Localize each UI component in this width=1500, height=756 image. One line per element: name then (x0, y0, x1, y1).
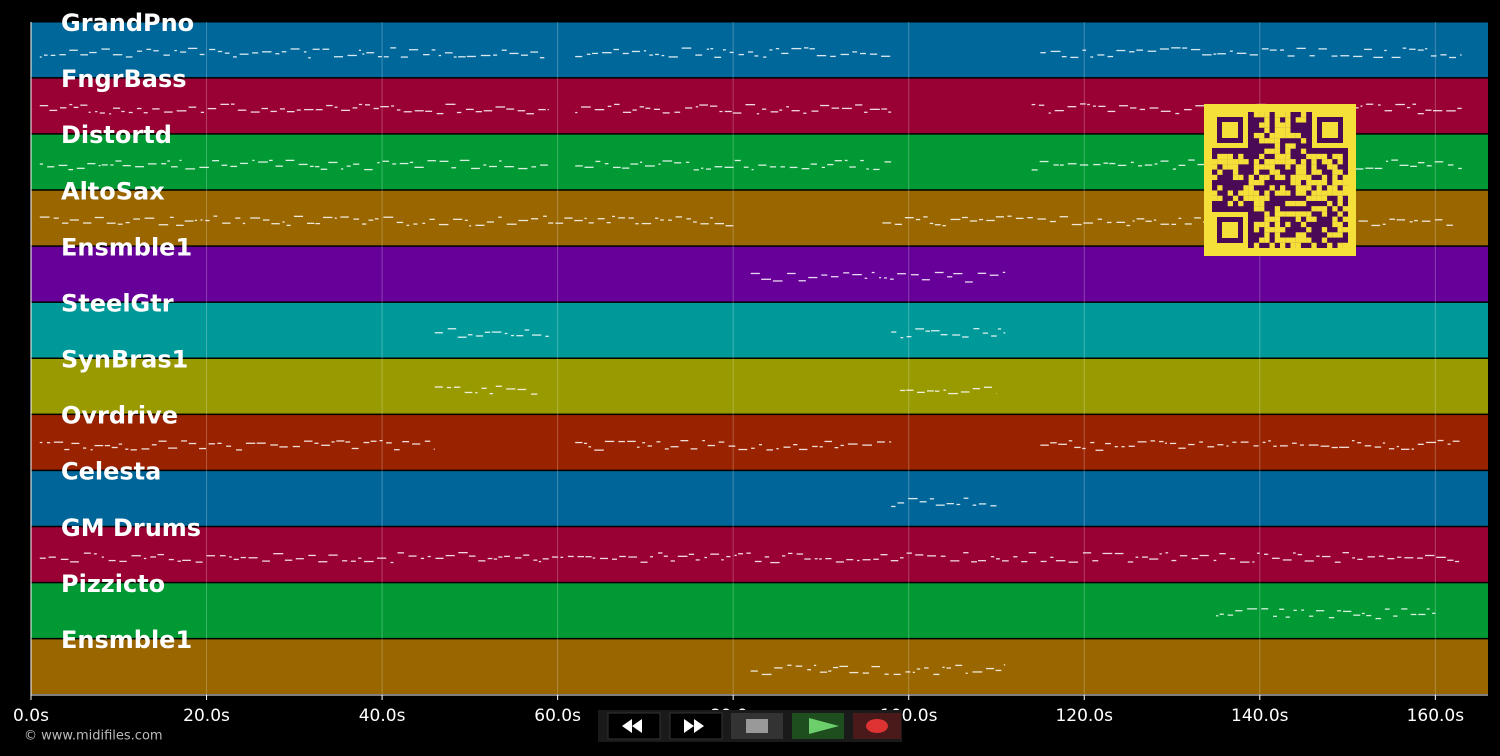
track-name: GM Drums (61, 514, 201, 542)
note-region (1215, 608, 1436, 620)
x-tick-label: 160.0s (1407, 706, 1465, 726)
track-name: Pizzicto (61, 570, 165, 598)
note-region (434, 385, 538, 395)
track-name: GrandPno (61, 9, 194, 37)
grid (30, 22, 1488, 700)
x-tick-label: 140.0s (1231, 706, 1289, 726)
x-tick-label: 0.0s (13, 706, 49, 726)
note-region (39, 215, 734, 227)
qr-code (1204, 104, 1356, 256)
note-region (434, 328, 549, 338)
x-tick-label: 120.0s (1055, 706, 1113, 726)
note-region (1040, 47, 1462, 59)
note-region (575, 159, 892, 171)
stop-button[interactable] (731, 713, 783, 739)
track-lane (31, 639, 1488, 694)
x-tick-label: 40.0s (359, 706, 406, 726)
note-region (1040, 439, 1460, 451)
note-region (39, 551, 1460, 564)
play-button[interactable] (792, 713, 844, 739)
track-name: Ensmble1 (61, 626, 192, 654)
track-name: Ovrdrive (61, 402, 178, 430)
track-lane (31, 583, 1488, 638)
note-region (750, 271, 1006, 283)
rewind-button[interactable] (607, 712, 661, 740)
note-region (39, 103, 549, 115)
track-name: SteelGtr (61, 289, 174, 317)
track-lane (31, 359, 1488, 414)
track-lane (31, 302, 1488, 358)
track-name: FngrBass (61, 65, 187, 93)
note-region (575, 439, 892, 451)
note-region (575, 103, 892, 115)
track-lane (31, 415, 1488, 470)
track-name: AltoSax (61, 177, 165, 205)
track-lane (31, 471, 1488, 526)
note-region (891, 497, 997, 508)
labels: GrandPno FngrBass Distortd AltoSax Ensmble1 S… (13, 9, 1464, 726)
track-lane (31, 22, 1488, 78)
note-region (39, 439, 435, 451)
record-button[interactable] (853, 713, 901, 739)
note-region (750, 664, 1006, 676)
track-lane (31, 527, 1488, 582)
fast-forward-button[interactable] (669, 712, 723, 740)
transport-controls (598, 710, 902, 742)
note-region (899, 386, 997, 395)
copyright: © www.midifiles.com (24, 729, 163, 744)
track-name: Celesta (61, 458, 161, 486)
x-tick-label: 60.0s (534, 706, 581, 726)
track-name: Ensmble1 (61, 233, 192, 261)
track-name: Distortd (61, 121, 172, 149)
note-region (39, 47, 545, 59)
note-region (39, 159, 548, 171)
x-tick-label: 20.0s (183, 706, 230, 726)
track-name: SynBras1 (61, 346, 188, 374)
note-region (891, 327, 1006, 339)
note-region (575, 47, 891, 58)
